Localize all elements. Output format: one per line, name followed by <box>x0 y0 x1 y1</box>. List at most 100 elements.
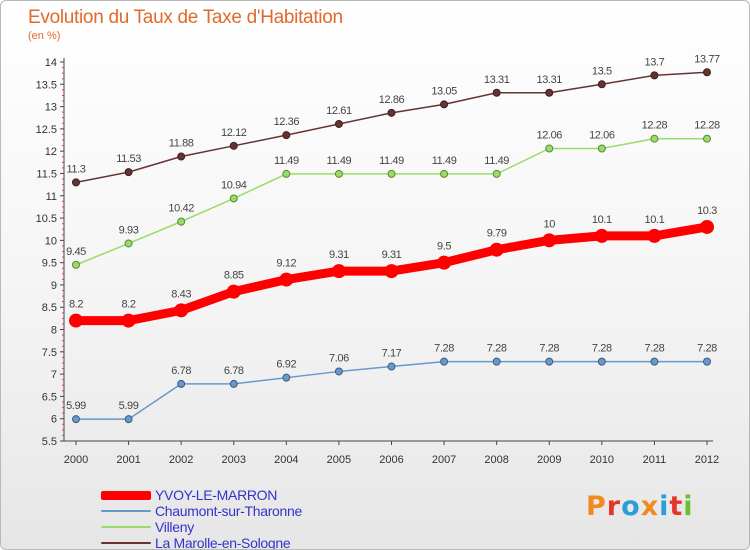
series-point-0 <box>384 264 399 279</box>
y-tick-label: 11.5 <box>36 168 57 180</box>
series-point-2 <box>597 144 606 153</box>
data-label-1: 7.28 <box>697 343 717 355</box>
series-point-0 <box>437 255 452 270</box>
y-tick-label: 13 <box>45 102 57 114</box>
series-point-1 <box>124 415 133 424</box>
data-label-1: 6.78 <box>224 365 244 377</box>
data-label-3: 11.53 <box>116 153 141 165</box>
series-point-0 <box>489 242 504 257</box>
data-label-2: 12.28 <box>694 120 720 132</box>
data-label-0: 8.2 <box>69 299 83 311</box>
y-tick-label: 10 <box>45 235 57 247</box>
y-tick-label: 12.5 <box>36 124 57 136</box>
series-point-0 <box>279 272 294 287</box>
data-label-3: 11.88 <box>169 138 194 150</box>
data-label-0: 10.1 <box>592 214 612 226</box>
data-label-1: 6.92 <box>276 359 296 371</box>
brand-logo: Proxiti <box>586 491 694 522</box>
y-tick-label: 12 <box>45 146 57 158</box>
data-label-2: 12.06 <box>589 130 615 142</box>
data-label-3: 13.7 <box>645 56 665 68</box>
series-point-2 <box>229 194 238 203</box>
x-tick-label: 2011 <box>643 454 667 466</box>
data-label-1: 7.17 <box>382 348 402 360</box>
series-point-1 <box>492 357 501 366</box>
data-label-3: 12.12 <box>221 127 247 139</box>
x-tick-label: 2003 <box>222 454 246 466</box>
y-tick-label: 9.5 <box>42 258 57 270</box>
data-label-2: 9.93 <box>119 224 139 236</box>
series-point-1 <box>177 379 186 388</box>
series-point-1 <box>545 357 554 366</box>
x-tick-label: 2012 <box>695 454 719 466</box>
legend-item: La Marolle-en-Sologne <box>101 535 302 550</box>
y-tick-label: 14 <box>45 57 57 69</box>
series-point-3 <box>597 80 606 89</box>
series-point-1 <box>334 367 343 376</box>
legend-label: Chaumont-sur-Tharonne <box>155 503 302 519</box>
data-label-0: 9.31 <box>382 249 402 261</box>
brand-letter: P <box>586 491 607 522</box>
series-point-3 <box>177 152 186 161</box>
y-tick-label: 13.5 <box>36 79 57 91</box>
series-point-3 <box>72 178 80 187</box>
legend: YVOY-LE-MARRON Chaumont-sur-Tharonne Ville… <box>101 487 302 550</box>
series-point-1 <box>72 415 80 424</box>
x-tick-label: 2005 <box>327 454 351 466</box>
data-label-3: 12.61 <box>326 105 352 117</box>
x-tick-label: 2001 <box>116 454 140 466</box>
legend-item: Villeny <box>101 519 302 535</box>
series-point-1 <box>229 379 238 388</box>
brand-letter: t <box>669 491 684 522</box>
series-point-0 <box>331 264 346 279</box>
brand-letter: r <box>606 491 622 522</box>
y-tick-label: 11 <box>46 191 57 203</box>
y-tick-label: 10.5 <box>36 213 57 225</box>
data-label-1: 7.28 <box>592 343 612 355</box>
series-point-2 <box>545 144 554 153</box>
data-label-0: 8.43 <box>171 288 191 300</box>
data-label-2: 10.94 <box>221 179 247 191</box>
data-label-2: 11.49 <box>432 155 457 167</box>
series-point-3 <box>229 141 238 150</box>
brand-letter: o <box>621 491 641 522</box>
x-tick-label: 2009 <box>537 454 561 466</box>
legend-label: La Marolle-en-Sologne <box>155 535 291 550</box>
data-label-2: 10.42 <box>168 203 194 215</box>
legend-swatch <box>101 526 151 528</box>
y-tick-label: 7.5 <box>42 347 57 359</box>
brand-letter: i <box>659 491 670 522</box>
series-point-2 <box>282 169 291 178</box>
series-point-1 <box>387 362 396 371</box>
data-label-2: 9.45 <box>66 246 86 258</box>
data-label-0: 9.79 <box>487 228 507 240</box>
series-point-2 <box>124 239 133 248</box>
series-point-2 <box>72 260 80 269</box>
data-label-1: 5.99 <box>119 400 139 412</box>
series-point-0 <box>542 233 557 248</box>
data-label-3: 12.86 <box>379 94 405 106</box>
series-point-2 <box>492 169 501 178</box>
series-point-3 <box>387 108 396 117</box>
y-tick-label: 8.5 <box>42 302 57 314</box>
data-label-0: 10.3 <box>697 205 717 217</box>
legend-swatch <box>101 510 151 512</box>
x-tick-label: 2007 <box>432 454 456 466</box>
y-tick-label: 8 <box>51 325 57 337</box>
y-tick-label: 6.5 <box>42 391 57 403</box>
data-label-3: 13.31 <box>536 74 562 86</box>
series-point-3 <box>703 68 711 77</box>
data-label-0: 9.5 <box>437 241 451 253</box>
legend-swatch <box>101 542 151 544</box>
series-point-2 <box>650 134 659 143</box>
series-point-3 <box>124 168 133 177</box>
x-tick-label: 2010 <box>590 454 614 466</box>
series-point-0 <box>700 219 714 234</box>
data-label-2: 12.06 <box>536 130 562 142</box>
chart-title: Evolution du Taux de Taxe d'Habitation <box>28 7 343 28</box>
data-label-0: 10.1 <box>645 214 665 226</box>
data-label-0: 9.12 <box>276 258 296 270</box>
series-point-1 <box>650 357 659 366</box>
y-tick-label: 9 <box>51 280 57 292</box>
